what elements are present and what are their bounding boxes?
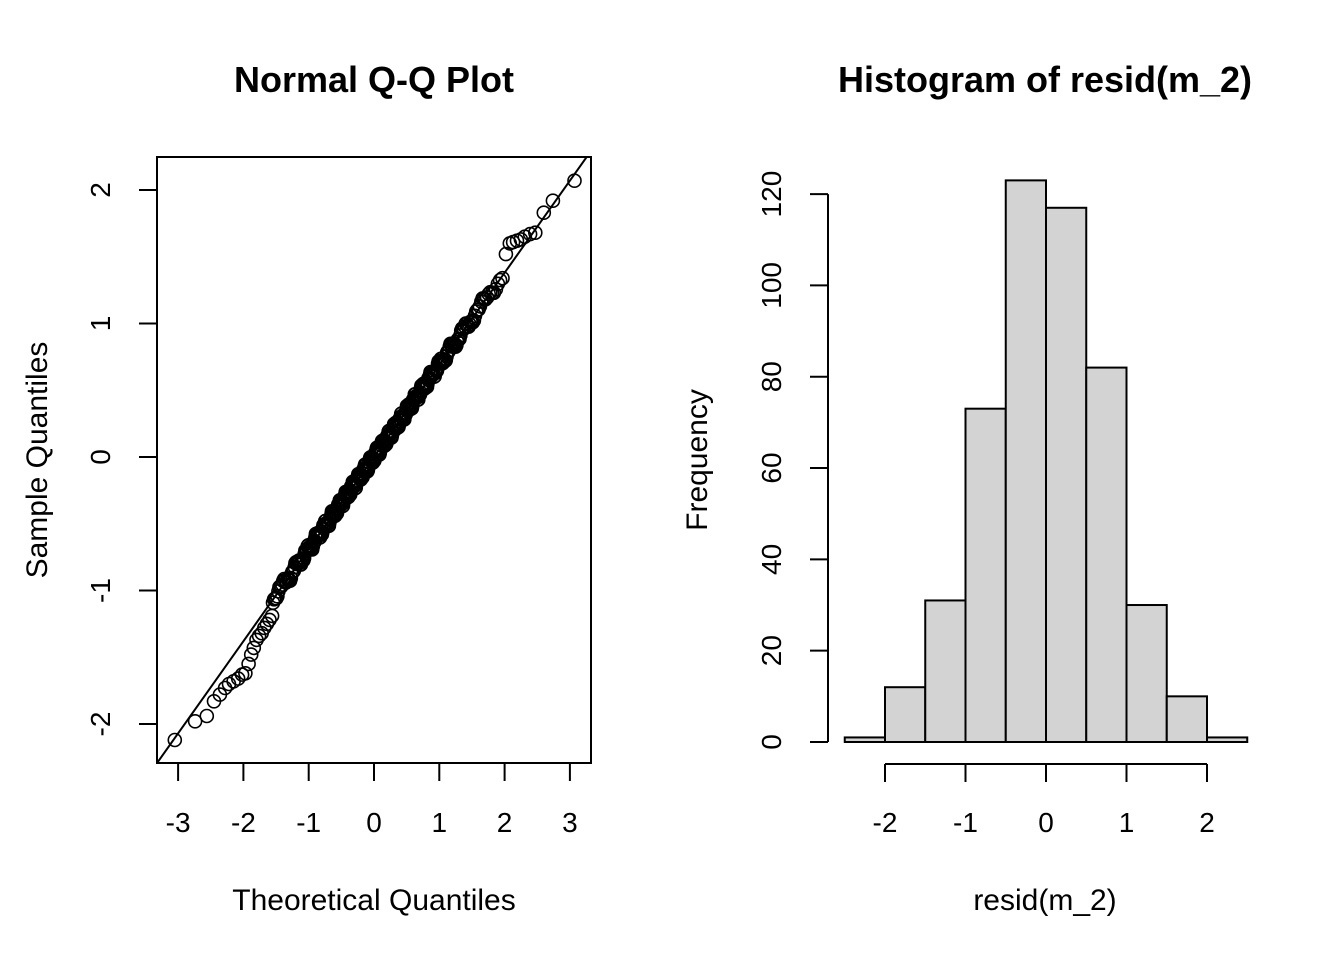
- qq-point: [527, 225, 543, 240]
- qq-point: [259, 616, 275, 632]
- qq-y-tick-label: -2: [85, 712, 116, 737]
- qq-y-tick-label: 2: [85, 182, 116, 198]
- histogram-y-tick-label: 80: [756, 361, 787, 392]
- histogram-x-axis: -2 -1 0 1 2: [873, 763, 1215, 838]
- histogram-bar: [884, 686, 927, 744]
- qq-point: [465, 314, 481, 330]
- histogram-y-axis: 0 20 40 60 80 100 120: [756, 171, 829, 750]
- qq-title: Normal Q-Q Plot: [234, 59, 514, 100]
- qq-point: [262, 612, 277, 628]
- histogram-y-tick-label: 120: [756, 171, 787, 218]
- histogram-x-tick-label: 1: [1119, 807, 1135, 838]
- qq-point: [567, 173, 582, 188]
- histogram-bar: [1125, 604, 1168, 744]
- qq-x-tick-label: 2: [497, 807, 513, 838]
- histogram-bar: [924, 599, 967, 743]
- histogram-bar: [1004, 179, 1047, 743]
- histogram-y-tick-label: 0: [756, 734, 787, 750]
- histogram-bar: [843, 736, 886, 744]
- qq-point: [246, 640, 262, 656]
- qq-point: [167, 732, 183, 748]
- histogram-bar: [964, 407, 1007, 743]
- histogram-y-tick-label: 100: [756, 262, 787, 309]
- histogram-bar: [1206, 736, 1249, 744]
- qq-x-tick-label: -2: [231, 807, 256, 838]
- histogram-bar: [1165, 695, 1208, 744]
- qq-y-axis: -2 -1 0 1 2: [85, 182, 158, 737]
- qq-point: [241, 656, 256, 672]
- qq-point: [495, 270, 510, 286]
- qq-point: [243, 647, 259, 662]
- histogram-bar: [1045, 206, 1088, 743]
- histogram-x-tick-label: -1: [953, 807, 978, 838]
- qq-plot-panel: Normal Q-Q Plot Theoretical Quantiles Sa…: [21, 59, 592, 917]
- histogram-y-tick-label: 40: [756, 544, 787, 575]
- qq-ylabel: Sample Quantiles: [21, 342, 54, 579]
- histogram-ylabel: Frequency: [681, 389, 714, 531]
- qq-point: [251, 628, 267, 644]
- qq-x-axis: -3 -2 -1 0 1 2 3: [166, 762, 578, 838]
- qq-x-tick-label: -1: [296, 807, 321, 838]
- histogram-xlabel: resid(m_2): [973, 884, 1116, 917]
- qq-point: [238, 665, 253, 681]
- qq-point: [264, 608, 280, 624]
- qq-point: [545, 193, 561, 208]
- qq-points: [167, 173, 582, 748]
- qq-y-tick-label: 0: [85, 449, 116, 465]
- qq-point: [256, 620, 272, 636]
- histogram-bars: [843, 179, 1249, 744]
- qq-x-tick-label: 3: [562, 807, 578, 838]
- qq-point: [536, 205, 552, 220]
- histogram-y-tick-label: 60: [756, 452, 787, 483]
- histogram-x-tick-label: -2: [873, 807, 898, 838]
- qq-xlabel: Theoretical Quantiles: [232, 884, 515, 917]
- qq-x-tick-label: 1: [432, 807, 448, 838]
- histogram-title: Histogram of resid(m_2): [838, 59, 1252, 100]
- qq-y-tick-label: -1: [85, 578, 116, 603]
- histogram-y-tick-label: 20: [756, 635, 787, 666]
- qq-x-tick-label: -3: [166, 807, 191, 838]
- qq-point: [199, 708, 215, 724]
- qq-point: [187, 713, 203, 729]
- qq-point: [492, 272, 508, 288]
- histogram-x-tick-label: 2: [1199, 807, 1215, 838]
- histogram-x-tick-label: 0: [1038, 807, 1054, 838]
- qq-x-tick-label: 0: [366, 807, 382, 838]
- qq-y-tick-label: 1: [85, 316, 116, 332]
- histogram-panel: Histogram of resid(m_2) resid(m_2) Frequ…: [681, 59, 1252, 917]
- histogram-bar: [1085, 366, 1128, 743]
